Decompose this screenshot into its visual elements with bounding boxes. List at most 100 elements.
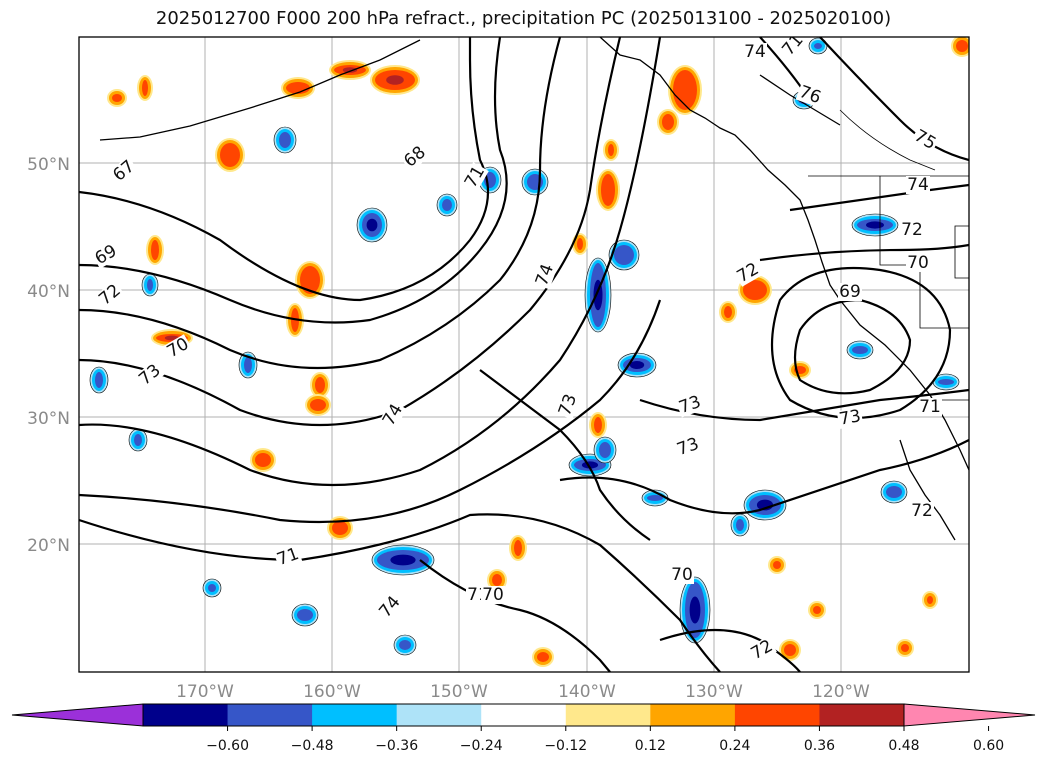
positive-anomaly-center — [492, 574, 502, 586]
positive-anomaly-center — [514, 540, 522, 556]
contour-label-bg — [900, 221, 924, 239]
negative-anomaly-center — [852, 346, 868, 354]
lat-label-30n: 30°N — [27, 409, 70, 429]
contour-label-bg — [675, 392, 705, 418]
contour-72-north — [759, 243, 969, 262]
negative-anomaly-center — [134, 434, 142, 446]
colorbar-tick-labels: −0.60 −0.48 −0.36 −0.24 −0.12 0.12 0.24 0.36 0.4… — [206, 726, 1004, 754]
positive-anomaly-center — [956, 40, 968, 52]
longitude-axis: 170°W 160°W 150°W 140°W 130°W 120°W — [176, 682, 870, 702]
negative-anomaly-center — [938, 379, 954, 385]
contour-label-bg — [673, 434, 703, 460]
map-panel — [79, 37, 969, 672]
contour-label-bg — [273, 544, 303, 570]
positive-anomaly-center — [142, 80, 148, 96]
negative-anomaly-peak — [689, 596, 701, 624]
positive-anomaly-center — [901, 644, 909, 652]
colorbar-tick-label: 0.24 — [719, 738, 750, 754]
contour-72-east — [559, 439, 969, 515]
negative-anomaly-center — [442, 199, 452, 211]
positive-anomaly-center — [300, 266, 320, 294]
negative-anomaly-peak — [366, 218, 378, 232]
contour-69 — [79, 37, 562, 370]
colorbar-tick-label: −0.12 — [544, 738, 587, 754]
latitude-axis: 50°N 40°N 30°N 20°N — [27, 155, 70, 556]
positive-anomaly-center — [662, 114, 674, 130]
baja-coast — [899, 439, 956, 541]
positive-anomaly-center — [594, 417, 602, 433]
contour-label: 70 — [907, 253, 929, 273]
positive-anomaly-center — [927, 596, 933, 604]
bc-border — [839, 109, 936, 171]
precipitation-anomaly-shading — [89, 37, 969, 667]
contour-72 — [79, 299, 662, 524]
lon-label-170w: 170°W — [176, 682, 234, 702]
colorbar-tick-label: 0.60 — [973, 738, 1004, 754]
positive-anomaly-peak — [342, 67, 358, 73]
contour-label: 70 — [482, 585, 504, 605]
colorbar-tick-label: 0.36 — [804, 738, 835, 754]
positive-anomaly-center — [220, 143, 240, 167]
contour-71-se — [659, 628, 801, 672]
contour-label-bg — [910, 502, 934, 520]
colorbar-tick-label: −0.48 — [291, 738, 334, 754]
positive-anomaly-center — [315, 377, 325, 393]
lon-label-130w: 130°W — [685, 682, 743, 702]
negative-anomaly-center — [208, 584, 216, 592]
coastlines — [99, 37, 969, 541]
contour-label: 72 — [901, 220, 923, 240]
contour-label: 74 — [744, 42, 766, 62]
contour-label-bg — [481, 586, 505, 604]
negative-anomaly-center — [147, 279, 153, 291]
colorbar-tick-label: −0.24 — [460, 738, 503, 754]
negative-anomaly-center — [599, 442, 611, 458]
negative-anomaly-center — [614, 245, 634, 265]
positive-anomaly-center — [151, 240, 159, 260]
contour-label-bg — [918, 398, 942, 416]
colorbar-right-extend-outline — [903, 703, 1036, 727]
contour-label-bg — [461, 162, 489, 192]
negative-anomaly-peak — [629, 360, 645, 370]
negative-anomaly-peak — [866, 221, 884, 229]
colorbar-tick-label: −0.36 — [375, 738, 418, 754]
contour-67 — [79, 37, 490, 302]
positive-anomaly-peak — [386, 75, 404, 85]
positive-anomaly-center — [673, 70, 697, 110]
positive-anomaly-center — [537, 652, 549, 662]
lat-label-20n: 20°N — [27, 536, 70, 556]
negative-anomaly-center — [736, 519, 744, 531]
negative-anomaly-center — [399, 640, 411, 650]
positive-anomaly-center — [724, 306, 732, 318]
contour-label-bg — [670, 566, 694, 584]
negative-anomaly-center — [814, 43, 822, 49]
contour-75 — [819, 37, 969, 162]
contour-label-bg — [135, 360, 165, 390]
contour-label-bg — [838, 283, 862, 301]
positive-anomaly-center — [112, 94, 122, 102]
colorbar-segments — [12, 704, 1035, 726]
contour-label-bg — [906, 254, 930, 272]
colorbar-segment — [396, 704, 482, 726]
colorbar-segment — [481, 704, 567, 726]
colorbar-tick-label: −0.60 — [206, 738, 249, 754]
alaska-coast — [759, 74, 841, 126]
lat-label-40n: 40°N — [27, 282, 70, 302]
contour-label-bg — [375, 592, 405, 622]
contour-label-bg — [109, 156, 139, 186]
colorbar-right-extend — [904, 704, 1035, 726]
contour-70-south — [419, 559, 611, 672]
contour-70-low — [770, 266, 952, 420]
contour-label-bg — [91, 241, 121, 269]
contour-label-bg — [733, 259, 763, 287]
colorbar-segment — [312, 704, 398, 726]
positive-anomaly-center — [255, 453, 271, 467]
map-frame — [78, 36, 970, 673]
contour-label: 70 — [671, 565, 693, 585]
west-coast — [599, 37, 969, 471]
contour-label-bg — [163, 334, 193, 362]
contour-label-bg — [95, 280, 125, 310]
contour-label-bg — [910, 126, 940, 154]
contour-label-bg — [836, 407, 864, 429]
aleutian-coast — [99, 39, 421, 141]
